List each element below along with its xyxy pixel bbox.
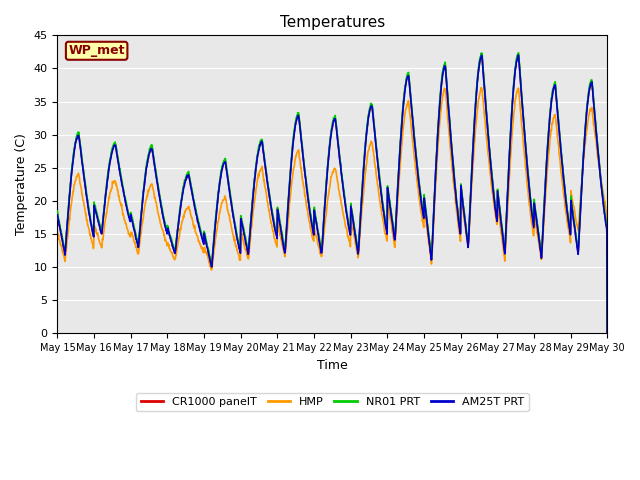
CR1000 panelT: [604, 330, 611, 336]
HMP: [418, 211, 426, 217]
HMP: [54, 229, 61, 235]
CR1000 panelT: [176, 211, 184, 216]
HMP: [163, 239, 170, 245]
CR1000 panelT: [538, 240, 546, 246]
NR01 PRT: [54, 208, 61, 214]
Line: NR01 PRT: NR01 PRT: [58, 53, 607, 330]
CR1000 panelT: [418, 199, 426, 205]
CR1000 panelT: [54, 210, 61, 216]
CR1000 panelT: [515, 51, 522, 57]
HMP: [604, 331, 611, 337]
AM25T PRT: [176, 211, 184, 217]
AM25T PRT: [54, 212, 61, 218]
HMP: [176, 231, 184, 237]
NR01 PRT: [176, 207, 184, 213]
Title: Temperatures: Temperatures: [280, 15, 385, 30]
NR01 PRT: [538, 239, 546, 244]
Line: CR1000 panelT: CR1000 panelT: [58, 54, 607, 333]
NR01 PRT: [490, 186, 497, 192]
Line: AM25T PRT: AM25T PRT: [58, 55, 607, 334]
Legend: CR1000 panelT, HMP, NR01 PRT, AM25T PRT: CR1000 panelT, HMP, NR01 PRT, AM25T PRT: [136, 393, 529, 411]
NR01 PRT: [604, 327, 611, 333]
NR01 PRT: [163, 224, 170, 229]
NR01 PRT: [237, 214, 245, 219]
AM25T PRT: [418, 202, 426, 207]
AM25T PRT: [538, 241, 546, 247]
NR01 PRT: [515, 50, 522, 56]
CR1000 panelT: [237, 217, 245, 223]
Line: HMP: HMP: [58, 87, 607, 334]
HMP: [237, 230, 245, 236]
HMP: [538, 246, 546, 252]
NR01 PRT: [418, 198, 426, 204]
AM25T PRT: [515, 52, 522, 58]
AM25T PRT: [237, 217, 245, 223]
CR1000 panelT: [490, 188, 497, 193]
HMP: [477, 84, 485, 90]
AM25T PRT: [490, 188, 497, 194]
Y-axis label: Temperature (C): Temperature (C): [15, 133, 28, 235]
Text: WP_met: WP_met: [68, 44, 125, 57]
HMP: [490, 200, 497, 205]
AM25T PRT: [604, 331, 611, 337]
AM25T PRT: [163, 228, 170, 234]
X-axis label: Time: Time: [317, 359, 348, 372]
CR1000 panelT: [163, 227, 170, 233]
